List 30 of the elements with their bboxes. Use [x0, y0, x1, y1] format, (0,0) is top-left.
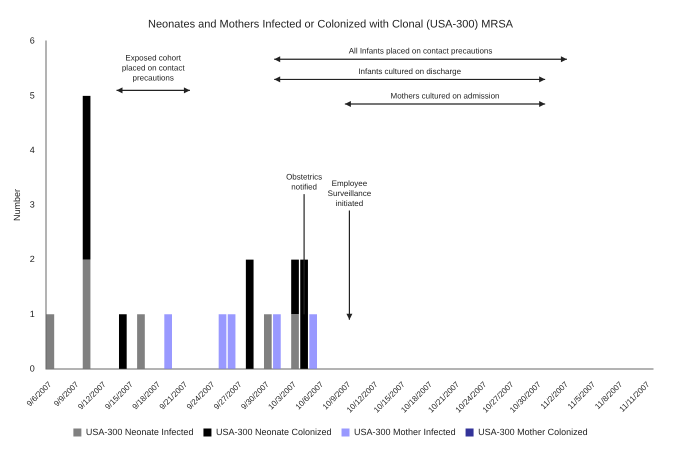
annotation: Infants cultured on discharge	[358, 66, 462, 76]
legend-label: USA-300 Mother Infected	[354, 426, 456, 437]
bar	[82, 260, 90, 369]
legend-label: USA-300 Neonate Infected	[86, 426, 194, 437]
y-tick-label: 4	[30, 144, 35, 155]
y-axis-title: Number	[12, 189, 22, 222]
y-tick-label: 5	[30, 90, 35, 100]
y-tick-label: 2	[30, 254, 35, 264]
annotation: Employee Surveillance initiated	[328, 178, 372, 208]
y-tick-label: 6	[30, 36, 35, 46]
y-tick-label: 1	[30, 308, 35, 319]
bar	[118, 314, 127, 369]
bar	[164, 314, 172, 369]
y-tick-label: 3	[30, 200, 35, 210]
annotation: Exposed cohort placed on contact precautions	[122, 53, 186, 82]
bar	[291, 314, 299, 369]
bar	[273, 314, 281, 369]
annotation: All Infants placed on contact precautions	[348, 46, 492, 56]
bar	[309, 314, 318, 369]
y-tick-label: 0	[30, 363, 35, 374]
bar	[137, 314, 145, 369]
bar	[46, 314, 54, 369]
bar	[264, 314, 272, 369]
chart-title: Neonates and Mothers Infected or Colonized with Clonal (USA-300) MRSA	[148, 18, 514, 31]
annotation: Mothers cultured on admission	[390, 91, 500, 100]
legend-label: USA-300 Mother Colonized	[478, 426, 588, 437]
annotation: Obstetrics notified	[286, 172, 322, 192]
legend-label: USA-300 Neonate Colonized	[216, 426, 332, 437]
bar	[246, 260, 254, 369]
bar	[82, 96, 90, 260]
